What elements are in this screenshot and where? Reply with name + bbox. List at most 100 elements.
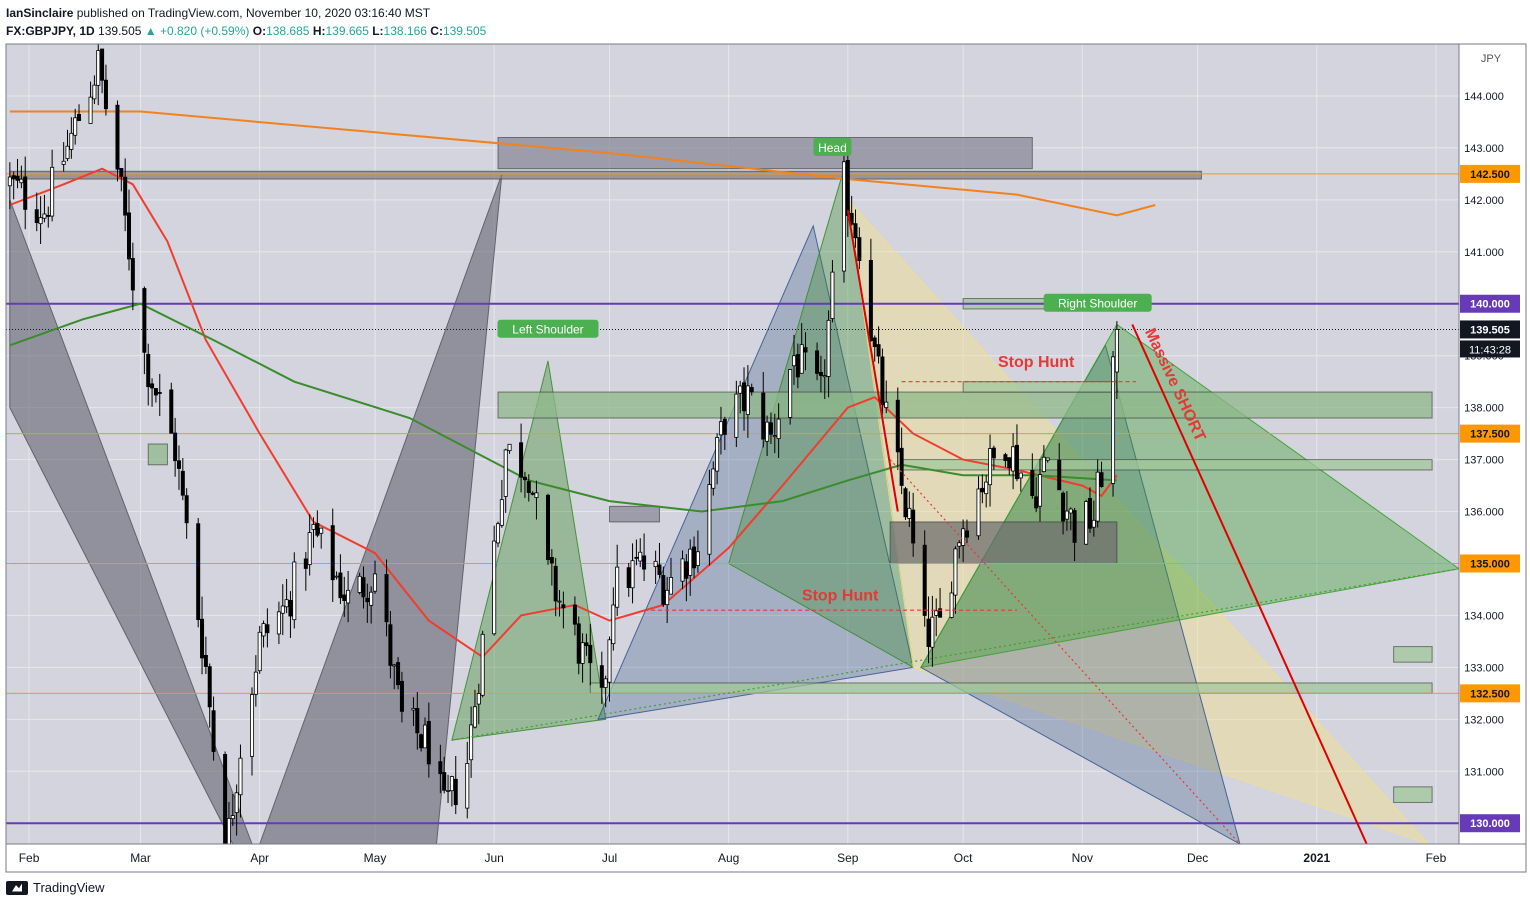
price-chart[interactable]: Head Left Shoulder Right Shoulder Stop Hunt… [0, 0, 1530, 880]
candle-body [7, 176, 12, 187]
zone-box [608, 505, 660, 523]
open-label: O: [252, 24, 267, 38]
candlesticks [7, 44, 1119, 844]
candle-body [1038, 474, 1043, 507]
candle-body [446, 790, 451, 792]
candle-body [334, 575, 339, 578]
candle-body [411, 708, 416, 711]
candle-body [792, 355, 797, 367]
ma-line [9, 110, 1156, 217]
candle-body [734, 393, 739, 438]
candle-body [815, 350, 820, 374]
y-tick-label: 143.000 [1464, 143, 1504, 155]
y-tick-label: 133.000 [1464, 662, 1504, 674]
x-tick-label: Jun [484, 851, 503, 865]
symbol-info: FX:GBPJPY, 1D 139.505 ▲ +0.820 (+0.59%) … [6, 22, 486, 40]
x-tick-label: Feb [1426, 851, 1447, 865]
trend-line [846, 210, 899, 512]
candle-body [169, 389, 174, 434]
candle-body [857, 237, 862, 262]
candle-body [957, 542, 962, 547]
candle-body [895, 399, 900, 453]
candle-body [688, 548, 693, 576]
candle-body [19, 178, 24, 184]
candle-body [665, 589, 670, 606]
candle-body [503, 449, 508, 497]
candle-body [765, 421, 770, 442]
level-price-tag [1460, 424, 1520, 443]
candle-body [115, 104, 120, 170]
y-tick-label: 132.000 [1464, 714, 1504, 726]
candle-body [991, 447, 996, 459]
x-tick-label: 2021 [1303, 851, 1330, 865]
high-label: H: [312, 24, 326, 38]
symbol-name[interactable]: FX:GBPJPY, 1D [6, 24, 95, 38]
zone-box [1393, 786, 1433, 803]
level-price-tag [1460, 554, 1520, 573]
candle-body [438, 761, 443, 775]
candle-body [96, 50, 101, 86]
pattern-triangle [9, 199, 253, 844]
candle-body [853, 223, 858, 239]
candle-body [180, 470, 185, 496]
candle-body [1030, 469, 1035, 496]
x-tick-label: Mar [130, 851, 151, 865]
candle-body [738, 385, 743, 394]
candle-body [903, 488, 908, 518]
candle-body [772, 435, 777, 438]
candle-body [226, 817, 231, 844]
candle-body [680, 558, 685, 582]
candle-body [257, 631, 262, 672]
candle-body [426, 720, 431, 765]
candle-body [576, 623, 581, 664]
currency-label: JPY [1481, 53, 1502, 65]
candle-body [630, 560, 635, 589]
candle-body [319, 527, 324, 534]
zone-box [147, 443, 168, 466]
candle-body [557, 600, 562, 603]
y-tick-label: 141.000 [1464, 247, 1504, 259]
candle-body [46, 215, 51, 217]
candle-body [884, 401, 889, 408]
y-tick-label: 134.000 [1464, 610, 1504, 622]
candle-body [211, 710, 216, 752]
close-label: C: [430, 24, 443, 38]
candle-body [822, 375, 827, 378]
candle-body [311, 523, 316, 530]
candle-body [964, 530, 969, 538]
candle-body [65, 145, 70, 159]
chart-header: IanSinclaire published on TradingView.co… [6, 4, 486, 40]
footer-brand[interactable]: TradingView [6, 880, 105, 895]
candle-body [92, 84, 97, 100]
candle-body [657, 564, 662, 575]
candle-body [980, 487, 985, 493]
brand-name: TradingView [33, 880, 105, 895]
candle-body [1095, 471, 1100, 522]
time-axis[interactable] [6, 844, 1526, 872]
zone-box [497, 391, 1433, 419]
candle-body [492, 540, 497, 635]
candle-body [38, 217, 43, 225]
candle-body [1068, 508, 1073, 514]
x-tick-label: Apr [250, 851, 269, 865]
candle-body [422, 724, 427, 749]
x-tick-label: Aug [718, 851, 739, 865]
publisher-name[interactable]: IanSinclaire [6, 6, 74, 20]
candle-body [419, 734, 424, 749]
candle-body [872, 337, 877, 348]
level-price-tag [1460, 164, 1520, 183]
trend-line [451, 568, 1459, 741]
candle-body [238, 757, 243, 796]
candle-body [1041, 456, 1046, 473]
candle-body [223, 753, 228, 844]
candle-body [200, 618, 205, 659]
candle-body [519, 442, 524, 478]
candle-body [449, 776, 454, 792]
candle-body [707, 484, 712, 555]
pattern-label: Head [818, 141, 847, 155]
candle-body [745, 385, 750, 415]
candle-body [50, 166, 55, 217]
y-tick-label: 136.000 [1464, 507, 1504, 519]
candle-body [1091, 519, 1096, 528]
candle-body [284, 599, 289, 608]
